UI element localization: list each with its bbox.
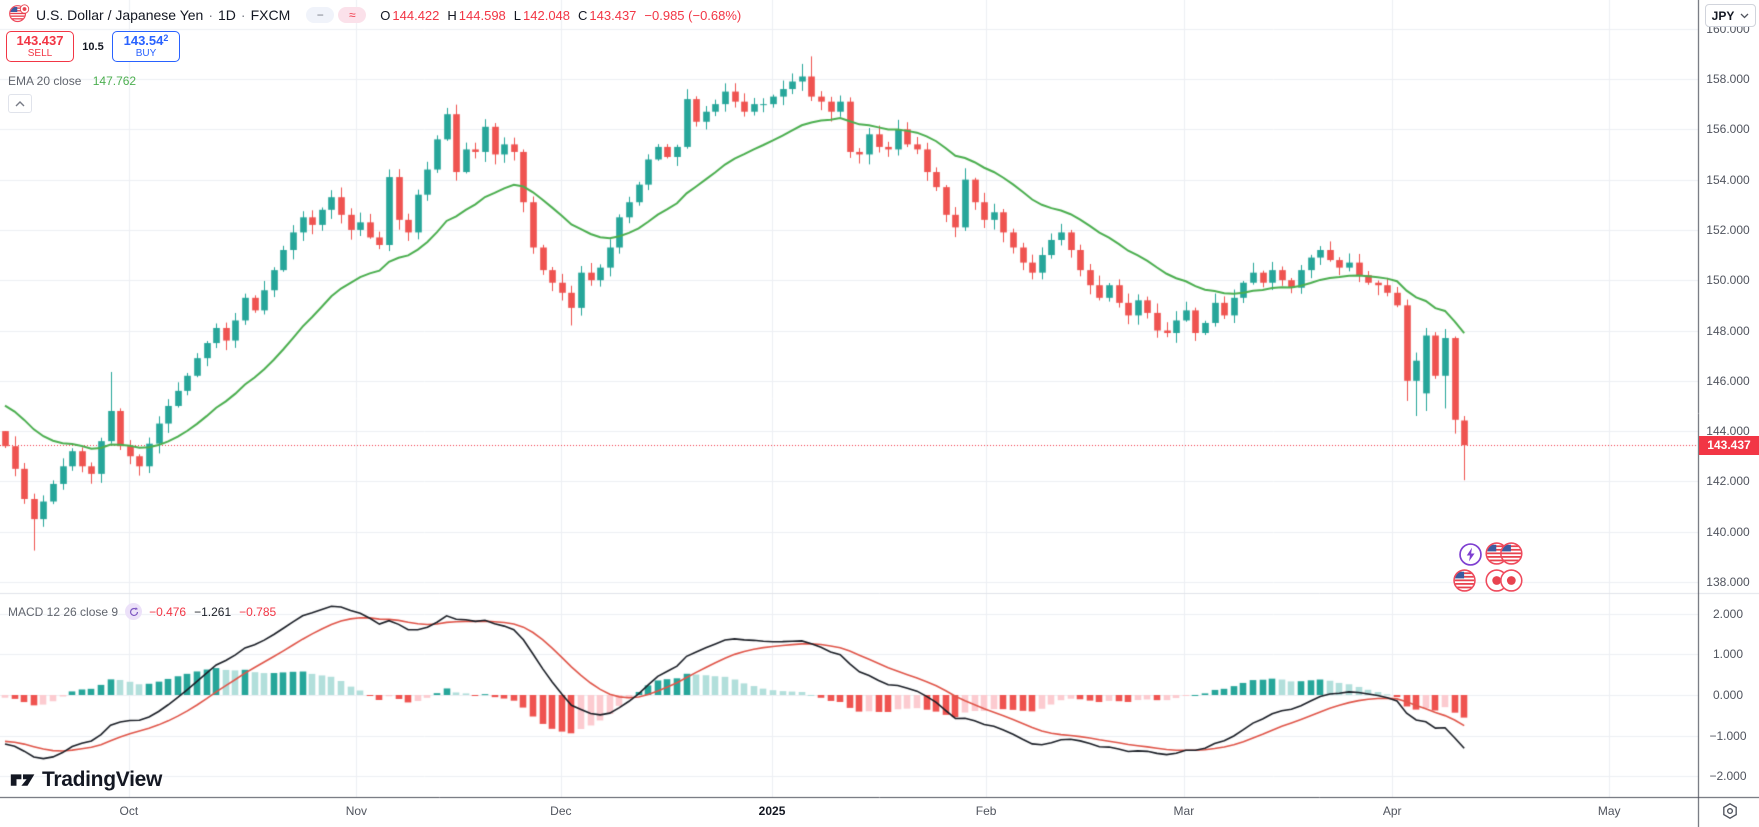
buy-price: 143.542 xyxy=(123,32,169,48)
chevron-up-icon xyxy=(15,100,25,106)
tradingview-logo-icon xyxy=(10,774,35,786)
timeframe-label[interactable]: 1D xyxy=(218,7,236,23)
macd-axis-tick: 0.000 xyxy=(1712,688,1744,702)
price-axis-tick: 148.000 xyxy=(1706,323,1750,338)
trade-panel: 143.437 SELL 10.5 143.542 BUY xyxy=(6,31,180,62)
ema-value: 147.762 xyxy=(92,74,137,88)
macd-title[interactable]: MACD 12 26 close 9 xyxy=(8,604,119,619)
time-axis-tick: Oct xyxy=(119,804,139,818)
currency-label: JPY xyxy=(1711,8,1735,23)
time-axis-tick: May xyxy=(1597,804,1621,818)
tradingview-logo-text: TradingView xyxy=(42,768,163,791)
us-events-pair-icon[interactable] xyxy=(1485,542,1523,570)
macd-axis-tick: −2.000 xyxy=(1709,769,1747,784)
chevron-down-icon xyxy=(1740,13,1749,18)
collapse-indicators-button[interactable] xyxy=(8,94,32,113)
time-axis[interactable] xyxy=(0,798,1698,827)
low-value: 142.048 xyxy=(523,7,571,23)
price-axis-tick: 138.000 xyxy=(1706,575,1750,589)
tradingview-logo[interactable]: TradingView xyxy=(10,768,162,792)
buy-label: BUY xyxy=(135,47,157,59)
macd-axis-tick: 1.000 xyxy=(1712,647,1744,662)
currency-selector-button[interactable]: JPY xyxy=(1705,4,1756,27)
approx-price-pill-icon[interactable]: ≈ xyxy=(338,7,367,23)
us-event-icon[interactable] xyxy=(1453,569,1476,597)
japan-events-pair-icon[interactable] xyxy=(1485,569,1523,597)
ema-title[interactable]: EMA 20 close xyxy=(8,74,82,88)
low-label: L xyxy=(513,7,522,23)
price-axis-tick: 144.000 xyxy=(1706,424,1750,439)
price-axis-tick: 154.000 xyxy=(1706,172,1750,187)
time-axis-tick: Feb xyxy=(975,804,997,818)
sell-price: 143.437 xyxy=(16,32,64,48)
buy-price-pip: 2 xyxy=(163,32,169,43)
price-axis-tick: 156.000 xyxy=(1706,122,1750,137)
last-price-tag: 143.437 xyxy=(1699,435,1759,455)
ohlc-values: O 144.422 H 144.598 L 142.048 C 143.437 −0.9… xyxy=(380,8,741,23)
price-axis-tick: 150.000 xyxy=(1706,273,1750,288)
open-label: O xyxy=(380,7,391,23)
sell-button[interactable]: 143.437 SELL xyxy=(6,31,74,62)
time-axis-tick: Dec xyxy=(550,804,572,818)
price-axis-tick: 142.000 xyxy=(1706,474,1750,489)
usdjpy-flag-icon[interactable] xyxy=(8,4,30,26)
symbol-title[interactable]: U.S. Dollar / Japanese Yen · 1D · FXCM xyxy=(36,7,290,23)
separator: · xyxy=(208,7,214,23)
time-axis-tick: Mar xyxy=(1173,804,1195,818)
sell-label: SELL xyxy=(27,47,53,59)
price-axis-tick: 146.000 xyxy=(1706,373,1750,388)
price-axis[interactable] xyxy=(1699,0,1759,797)
time-axis-tick: Nov xyxy=(345,804,368,818)
macd-indicator-legend[interactable]: MACD 12 26 close 9 −0.476 −1.261 −0.785 xyxy=(8,603,284,620)
macd-hist-value: −0.476 xyxy=(149,604,187,619)
refresh-icon[interactable] xyxy=(125,603,143,620)
buy-button[interactable]: 143.542 BUY xyxy=(112,31,180,62)
time-axis-tick: Apr xyxy=(1382,804,1402,818)
price-axis-tick: 158.000 xyxy=(1706,72,1750,86)
separator: · xyxy=(240,7,246,23)
high-label: H xyxy=(447,7,457,23)
symbol-name[interactable]: U.S. Dollar / Japanese Yen xyxy=(36,7,204,23)
close-label: C xyxy=(578,7,588,23)
macd-signal-value: −0.785 xyxy=(239,604,277,619)
symbol-header: U.S. Dollar / Japanese Yen · 1D · FXCM −… xyxy=(8,4,741,26)
minimize-pill-icon[interactable]: − xyxy=(306,7,335,23)
economic-event-lightning-icon[interactable] xyxy=(1459,543,1482,571)
spread-value: 10.5 xyxy=(82,40,104,53)
open-value: 144.422 xyxy=(392,7,440,23)
ema-indicator-legend[interactable]: EMA 20 close 147.762 xyxy=(8,74,136,88)
price-axis-tick: 140.000 xyxy=(1706,524,1750,539)
exchange-label[interactable]: FXCM xyxy=(250,7,291,23)
change-value: −0.985 (−0.68%) xyxy=(644,7,742,23)
high-value: 144.598 xyxy=(458,7,506,23)
macd-line-value: −1.261 xyxy=(194,604,232,619)
axis-settings-gear-icon[interactable] xyxy=(1721,802,1739,820)
close-value: 143.437 xyxy=(589,7,637,23)
price-axis-tick: 152.000 xyxy=(1706,222,1750,237)
macd-axis-tick: −1.000 xyxy=(1709,728,1747,743)
macd-axis-tick: 2.000 xyxy=(1712,606,1744,621)
time-axis-tick: 2025 xyxy=(758,804,786,818)
